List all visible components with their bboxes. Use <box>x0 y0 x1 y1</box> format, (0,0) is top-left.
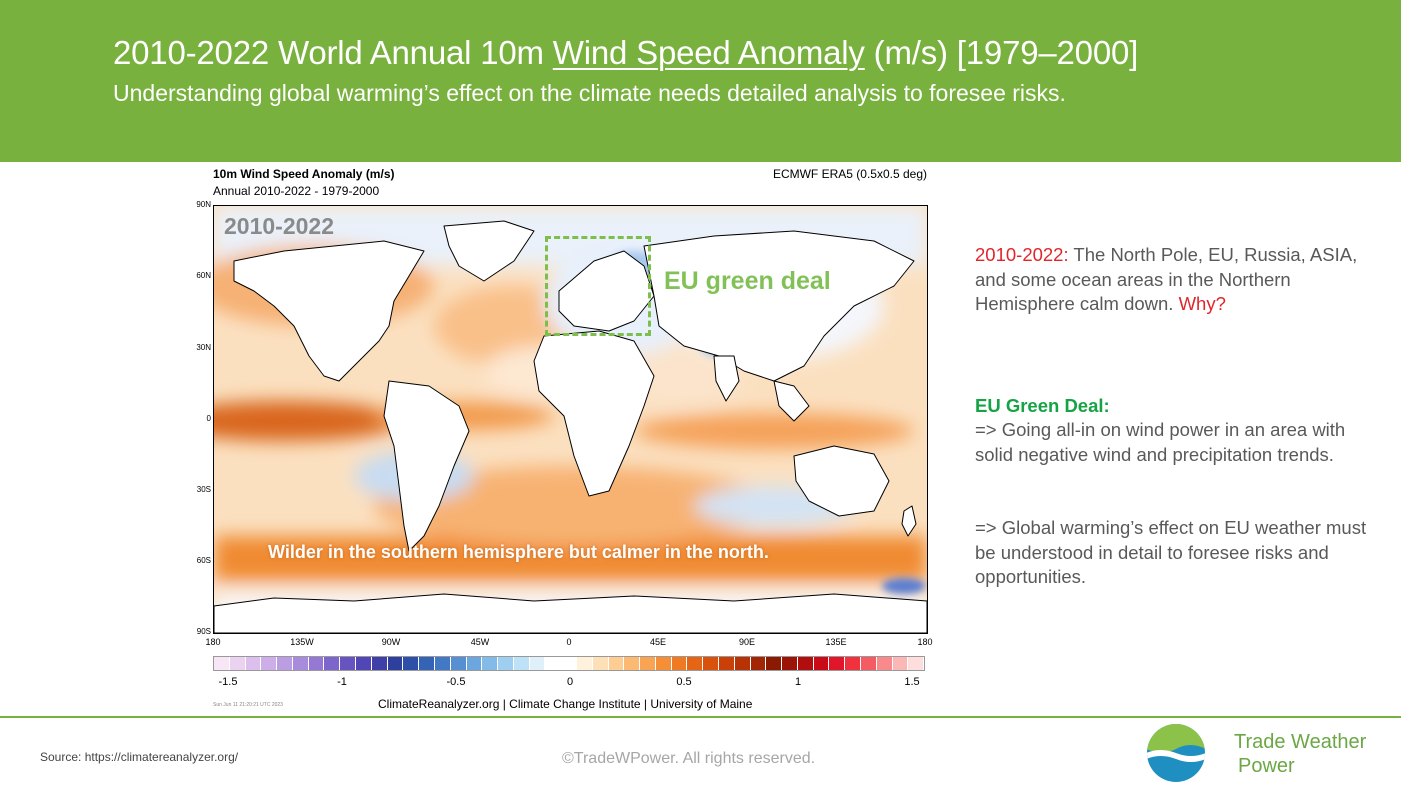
colorbar-swatch <box>356 657 372 670</box>
colorbar-swatch <box>592 657 609 670</box>
colorbar-swatch <box>371 657 388 670</box>
colorbar-label: -0.5 <box>446 676 466 688</box>
colorbar-swatch <box>450 657 467 670</box>
colorbar-swatch <box>750 657 767 670</box>
side-heading: EU Green Deal: <box>975 395 1110 416</box>
lat-label-30n: 30N <box>196 343 211 352</box>
colorbar-swatch <box>608 657 625 670</box>
figure-credit: ClimateReanalyzer.org | Climate Change I… <box>378 697 753 711</box>
colorbar-label: -1 <box>337 676 347 688</box>
brand-name-line-1: Trade Weather <box>1234 731 1367 753</box>
colorbar-swatch <box>245 657 262 670</box>
colorbar-swatch <box>277 657 293 670</box>
colorbar-swatch <box>529 657 546 670</box>
lat-label-30s: 30S <box>196 485 211 494</box>
colorbar-swatch <box>513 657 530 670</box>
colorbar-swatch <box>703 657 719 670</box>
eu-green-deal-label: EU green deal <box>664 267 831 295</box>
brand-name-line-2: Power <box>1238 755 1295 777</box>
title-suffix: (m/s) [1979–2000] <box>864 34 1139 71</box>
render-timestamp: Sun Jun 11 21:20:21 UTC 2023 <box>213 702 283 708</box>
period-highlight: 2010-2022: <box>975 244 1069 265</box>
colorbar-swatch <box>734 657 751 670</box>
colorbar-swatch <box>908 657 925 670</box>
colorbar-swatch <box>719 657 735 670</box>
lat-label-90n: 90N <box>196 200 211 209</box>
colorbar-swatch <box>387 657 404 670</box>
colorbar-swatch <box>434 657 451 670</box>
colorbar-swatch <box>861 657 877 670</box>
figure-subtitle: Annual 2010-2022 - 1979-2000 <box>213 184 380 198</box>
colorbar-swatch <box>324 657 341 670</box>
page-title: 2010-2022 World Annual 10m Wind Speed An… <box>113 34 1138 72</box>
copyright-text: ©TradeWPower. All rights reserved. <box>562 750 816 767</box>
eu-region-box <box>545 236 651 336</box>
lon-label-45w: 45W <box>470 637 490 647</box>
colorbar-swatch <box>482 657 499 670</box>
colorbar-swatch <box>892 657 909 670</box>
colorbar-label: 1 <box>794 676 802 688</box>
colorbar-swatch <box>829 657 846 670</box>
colorbar-label: 0 <box>566 676 574 688</box>
side-paragraph-1-text: The North Pole, EU, Russia, ASIA, and so… <box>975 244 1358 314</box>
colorbar-swatch <box>545 657 562 670</box>
trade-weather-power-logo <box>1147 724 1205 782</box>
colorbar-swatch <box>624 657 641 670</box>
footer-divider <box>0 716 1401 718</box>
colorbar-swatch <box>845 657 862 670</box>
side-paragraph-3: => Global warming’s effect on EU weather… <box>975 517 1367 587</box>
figure-source: ECMWF ERA5 (0.5x0.5 deg) <box>772 167 927 181</box>
colorbar-swatch <box>466 657 483 670</box>
colorbar-swatch <box>561 657 577 670</box>
side-paragraph-2: => Going all-in on wind power in an area… <box>975 419 1346 465</box>
colorbar-swatch <box>655 657 672 670</box>
colorbar-swatch <box>292 657 309 670</box>
colorbar-swatch <box>813 657 830 670</box>
why-highlight: Why? <box>1178 293 1226 314</box>
title-prefix: 2010-2022 World Annual 10m <box>113 34 553 71</box>
period-label: 2010-2022 <box>224 213 334 239</box>
lat-label-0: 0 <box>206 414 211 423</box>
colorbar-swatch <box>403 657 420 670</box>
colorbar-swatch <box>498 657 514 670</box>
lat-label-60s: 60S <box>196 556 211 565</box>
colorbar-swatch <box>340 657 357 670</box>
colorbar-swatch <box>876 657 893 670</box>
colorbar-swatch <box>687 657 704 670</box>
colorbar-swatch <box>640 657 656 670</box>
colorbar-swatch <box>576 657 593 670</box>
colorbar-swatch <box>261 657 278 670</box>
header-banner: 2010-2022 World Annual 10m Wind Speed An… <box>0 0 1401 162</box>
colorbar <box>213 656 925 671</box>
lon-label-90w: 90W <box>381 637 401 647</box>
lon-label-180w: 180 <box>205 637 221 647</box>
lon-label-0: 0 <box>566 637 572 647</box>
colorbar-swatch <box>766 657 783 670</box>
colorbar-swatch <box>308 657 325 670</box>
colorbar-swatch <box>671 657 688 670</box>
colorbar-label: 0.5 <box>676 676 692 688</box>
colorbar-swatch <box>797 657 814 670</box>
colorbar-swatch <box>419 657 435 670</box>
lon-label-180e: 180 <box>917 637 933 647</box>
lon-label-90e: 90E <box>738 637 756 647</box>
page-subtitle: Understanding global warming’s effect on… <box>113 80 1066 106</box>
lon-label-135w: 135W <box>290 637 314 647</box>
colorbar-swatch <box>214 657 230 670</box>
lon-label-135e: 135E <box>825 637 847 647</box>
lat-label-60n: 60N <box>196 271 211 280</box>
figure-title: 10m Wind Speed Anomaly (m/s) <box>213 167 395 181</box>
source-link[interactable]: Source: https://climatereanalyzer.org/ <box>40 750 239 764</box>
title-link[interactable]: Wind Speed Anomaly <box>552 34 865 71</box>
colorbar-label: -1.5 <box>218 676 238 688</box>
colorbar-swatch <box>782 657 798 670</box>
lat-label-90s: 90S <box>196 627 211 636</box>
colorbar-swatch <box>229 657 246 670</box>
side-paragraph-1: 2010-2022: The North Pole, EU, Russia, A… <box>975 243 1375 317</box>
map-caption: Wilder in the southern hemisphere but ca… <box>268 542 769 562</box>
colorbar-label: 1.5 <box>904 676 920 688</box>
lon-label-45e: 45E <box>649 637 667 647</box>
